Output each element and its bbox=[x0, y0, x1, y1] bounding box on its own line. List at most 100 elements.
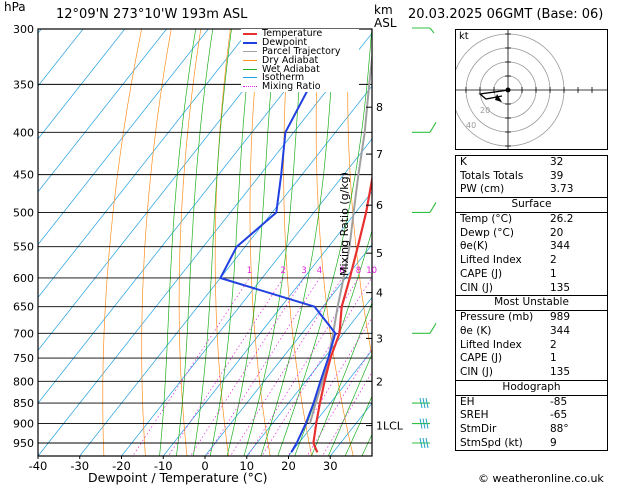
isotherm-line bbox=[38, 29, 42, 34]
indices-table: K 32 Totals Totals 39 PW (cm) 3.73 bbox=[456, 156, 607, 197]
wet-adiabat-line bbox=[243, 29, 304, 456]
legend-label: Mixing Ratio bbox=[262, 81, 321, 93]
legend-label: Wet Adiabat bbox=[262, 63, 320, 75]
mixing-ratio-line bbox=[306, 347, 372, 456]
index-value: 3.73 bbox=[550, 183, 574, 196]
surface-row: Lifted Index 2 bbox=[456, 254, 607, 268]
legend-item: Temperature bbox=[241, 29, 359, 38]
mixing-ratio-line bbox=[321, 371, 372, 456]
surface-key: CAPE (J) bbox=[460, 267, 503, 280]
most-unstable-key: CIN (J) bbox=[460, 365, 493, 378]
legend-swatch bbox=[243, 59, 257, 61]
km-tick-label: 5 bbox=[376, 247, 383, 260]
hodograph-origin bbox=[505, 87, 511, 93]
pressure-tick-label: 500 bbox=[13, 206, 34, 219]
wet-adiabat-line bbox=[260, 29, 336, 456]
mixing-ratio-axis-title: Mixing Ratio (g/kg) bbox=[338, 172, 351, 276]
wind-barb-feather bbox=[425, 418, 429, 429]
hodograph-stat-key: EH bbox=[460, 395, 475, 408]
km-tick-label: 7 bbox=[376, 148, 383, 161]
hodograph-chart bbox=[451, 30, 607, 175]
hodograph-unit: kt bbox=[459, 31, 469, 42]
wet-adiabat-line bbox=[209, 29, 253, 456]
wet-adiabat-line bbox=[344, 395, 372, 456]
hodograph-stat-key: StmSpd (kt) bbox=[460, 436, 523, 449]
legend-swatch bbox=[243, 50, 257, 52]
wind-barb-feather bbox=[419, 437, 423, 449]
index-row: PW (cm) 3.73 bbox=[456, 183, 607, 197]
wind-barb-feather bbox=[419, 397, 423, 409]
hodograph-stats-title: Hodograph bbox=[456, 381, 607, 396]
hodograph-stats-section: Hodograph EH -85 SREH -65 StmDir 88° StmSpd (k… bbox=[456, 379, 607, 451]
isotherm-line bbox=[38, 29, 168, 193]
mixing-ratio-label: 8 bbox=[356, 266, 361, 276]
pressure-tick-label: 400 bbox=[13, 126, 34, 139]
legend-swatch bbox=[243, 41, 257, 44]
dry-adiabat-line bbox=[178, 29, 202, 456]
index-key: PW (cm) bbox=[460, 183, 505, 196]
pressure-tick-label: 800 bbox=[13, 375, 34, 388]
legend: Temperature Dewpoint Parcel Trajectory Dry … bbox=[241, 29, 359, 92]
dry-adiabat-line bbox=[378, 4, 437, 458]
most-unstable-value: 2 bbox=[550, 338, 557, 351]
isotherm-line bbox=[38, 29, 84, 87]
temperature-line bbox=[312, 173, 372, 453]
wind-barb-feather bbox=[425, 437, 429, 449]
dry-adiabat-line bbox=[611, 4, 629, 458]
surface-key: CIN (J) bbox=[460, 281, 493, 294]
hodograph-stat-key: SREH bbox=[460, 409, 489, 422]
surface-value: 344 bbox=[550, 240, 571, 253]
wet-adiabat-line bbox=[277, 29, 372, 456]
hodograph-stat-value: -65 bbox=[550, 409, 568, 422]
km-tick-label: 8 bbox=[376, 101, 383, 114]
surface-row: Temp (°C) 26.2 bbox=[456, 213, 607, 227]
wet-adiabat-line bbox=[159, 29, 197, 456]
dry-adiabat-line bbox=[141, 29, 172, 456]
isotherm-line bbox=[162, 191, 372, 456]
legend-label: Isotherm bbox=[262, 72, 305, 84]
pressure-tick-label: 950 bbox=[13, 437, 34, 450]
hodograph-stat-row: StmSpd (kt) 9 bbox=[456, 437, 607, 451]
wind-barb-feather bbox=[419, 418, 423, 429]
mixing-ratio-label: 3 bbox=[301, 266, 306, 276]
most-unstable-value: 135 bbox=[550, 365, 571, 378]
mixing-ratio-line bbox=[206, 277, 320, 456]
pressure-tick-label: 600 bbox=[13, 272, 34, 285]
km-tick-label: 6 bbox=[376, 199, 383, 212]
mixing-ratio-label: 2 bbox=[281, 266, 286, 276]
surface-value: 20 bbox=[550, 226, 564, 239]
x-axis-title: Dewpoint / Temperature (°C) bbox=[88, 470, 268, 485]
hodograph-panel: kt 20 40 bbox=[451, 29, 608, 175]
legend-label: Parcel Trajectory bbox=[262, 45, 341, 57]
surface-key: Lifted Index bbox=[460, 254, 522, 267]
index-key: Totals Totals bbox=[460, 169, 524, 182]
index-row: K 32 bbox=[456, 156, 607, 170]
legend-swatch bbox=[243, 33, 257, 35]
dry-adiabat-line bbox=[249, 29, 271, 456]
isotherm-line bbox=[38, 29, 209, 246]
hodograph-ring-label-40: 40 bbox=[466, 121, 477, 130]
pressure-tick-label: 350 bbox=[13, 78, 34, 91]
dry-adiabat-line bbox=[102, 29, 142, 456]
dewpoint-line bbox=[219, 29, 350, 453]
most-unstable-title: Most Unstable bbox=[456, 296, 607, 312]
x-tick-label: 0 bbox=[201, 459, 208, 473]
mixing-ratio-line bbox=[190, 277, 305, 456]
legend-label: Dry Adiabat bbox=[262, 54, 319, 66]
hodograph-stat-row: EH -85 bbox=[456, 396, 607, 410]
pressure-tick-label: 900 bbox=[13, 418, 34, 431]
isotherm-line bbox=[121, 138, 372, 456]
most-unstable-section: Most Unstable Pressure (mb) 989 θe (K) 344 L… bbox=[456, 295, 607, 379]
dry-adiabat-line bbox=[214, 29, 231, 456]
asl-label: ASL bbox=[374, 16, 397, 30]
surface-value: 26.2 bbox=[550, 213, 574, 226]
wet-adiabat-line bbox=[176, 29, 214, 456]
x-tick-label: 20 bbox=[281, 459, 296, 473]
x-tick-label: -40 bbox=[29, 459, 48, 473]
x-tick-label: 30 bbox=[323, 459, 338, 473]
pressure-tick-label: 300 bbox=[13, 23, 34, 36]
mixing-ratio-line bbox=[230, 277, 343, 456]
storm-motion-marker bbox=[495, 94, 502, 102]
mixing-ratio-line bbox=[167, 277, 284, 456]
most-unstable-value: 1 bbox=[550, 352, 557, 365]
